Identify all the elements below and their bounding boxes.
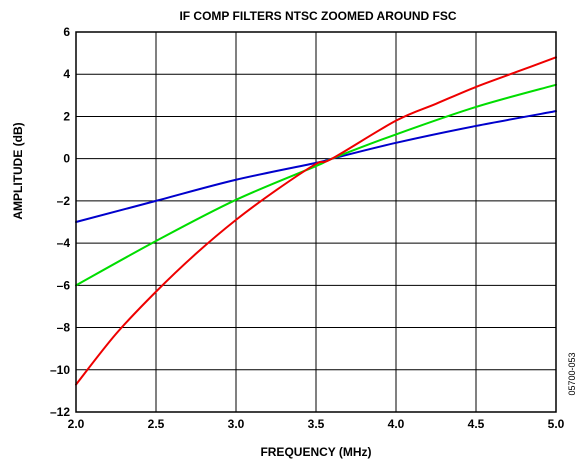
x-tick-label: 3.5 (308, 417, 325, 431)
y-tick-label: 4 (63, 67, 70, 81)
y-tick-label: –12 (50, 405, 70, 419)
figure-code: 05700-053 (567, 352, 577, 395)
series-layer (75, 56, 557, 386)
y-tick-label: 2 (63, 109, 70, 123)
series-line-3 (75, 56, 557, 386)
y-tick-label: –10 (50, 363, 70, 377)
x-tick-label: 3.0 (228, 417, 245, 431)
y-tick-label: 0 (63, 152, 70, 166)
x-tick-label: 4.5 (468, 417, 485, 431)
y-tick-labels: 6 4 2 0 –2 –4 –6 –8 –10 –12 (50, 25, 70, 419)
y-tick-label: 6 (63, 25, 70, 39)
x-tick-label: 5.0 (548, 417, 565, 431)
chart-title: IF COMP FILTERS NTSC ZOOMED AROUND FSC (179, 9, 456, 23)
y-tick-label: –4 (57, 236, 71, 250)
plot-frame (75, 31, 557, 413)
y-tick-label: –8 (57, 321, 71, 335)
x-tick-label: 4.0 (388, 417, 405, 431)
x-axis-label: FREQUENCY (MHz) (260, 445, 371, 459)
x-tick-label: 2.0 (68, 417, 85, 431)
y-tick-label: –6 (57, 278, 71, 292)
y-tick-label: –2 (57, 194, 71, 208)
x-tick-label: 2.5 (148, 417, 165, 431)
plot-area (75, 31, 557, 413)
x-tick-labels: 2.0 2.5 3.0 3.5 4.0 4.5 5.0 (68, 417, 565, 431)
y-axis-label: AMPLITUDE (dB) (11, 122, 25, 219)
